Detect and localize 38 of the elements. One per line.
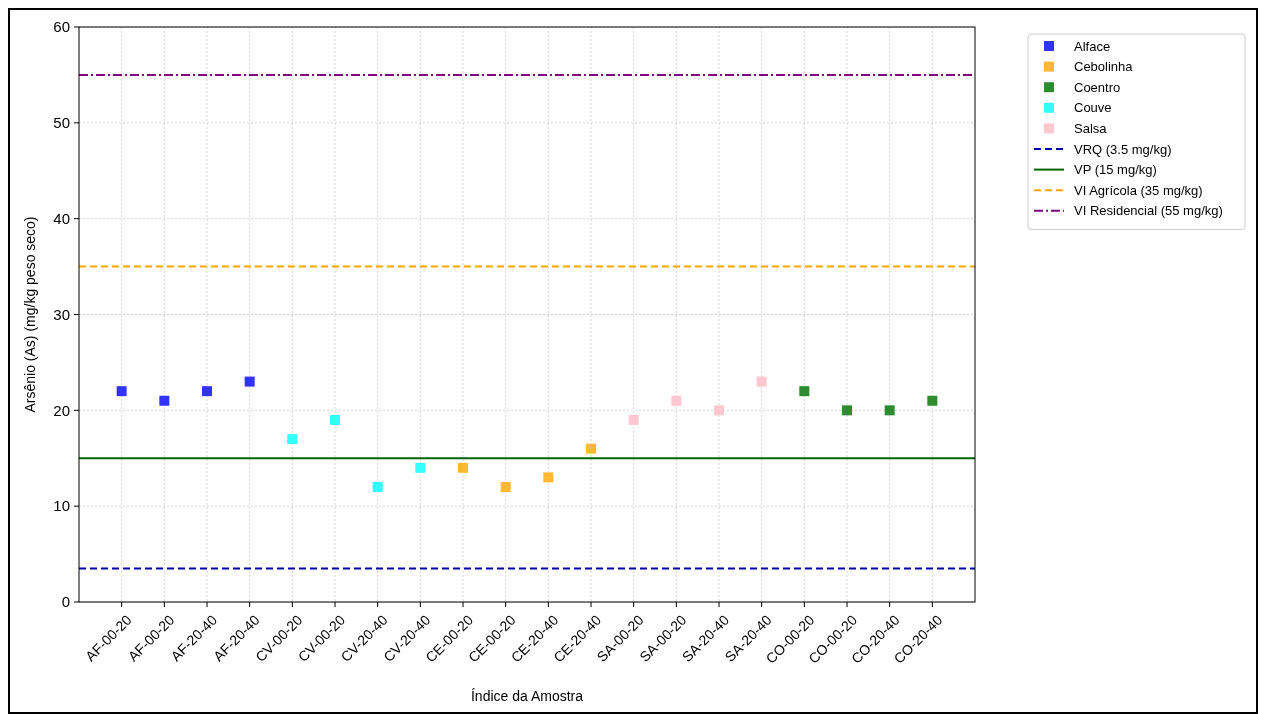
point [159, 395, 170, 406]
point [884, 405, 895, 416]
legend-label: VRQ (3.5 mg/kg) [1074, 141, 1172, 157]
legend-label: Cebolinha [1074, 59, 1134, 75]
point [714, 405, 724, 416]
y-tick-label: 50 [53, 114, 70, 132]
y-tick-label: 30 [53, 305, 70, 323]
point [415, 462, 426, 473]
legend-label: Couve [1074, 100, 1112, 116]
point [287, 434, 298, 445]
point [244, 376, 255, 387]
legend-label: Salsa [1074, 120, 1108, 136]
point [628, 414, 639, 425]
legend-label: Coentro [1074, 79, 1121, 95]
point [543, 472, 554, 483]
legend-label: VI Residencial (55 mg/kg) [1074, 203, 1223, 219]
point [586, 443, 596, 454]
point [202, 386, 212, 397]
point [799, 386, 810, 397]
point [927, 395, 938, 406]
legend-label: VI Agrícola (35 mg/kg) [1074, 182, 1203, 198]
point [116, 386, 127, 397]
legend-label: Alface [1074, 38, 1111, 54]
x-axis-title: Índice da Amostra [470, 688, 584, 704]
point [372, 482, 383, 492]
y-tick-label: 40 [53, 209, 70, 227]
y-tick-label: 10 [53, 497, 70, 515]
point [500, 482, 511, 492]
y-tick-label: 0 [61, 593, 70, 611]
point [756, 376, 767, 387]
point [458, 462, 468, 473]
legend-label: VP (15 mg/kg) [1074, 162, 1157, 178]
point [330, 414, 340, 425]
y-tick-label: 20 [53, 401, 70, 419]
y-axis-title: Arsênio (As) (mg/kg peso seco) [22, 216, 38, 413]
point [671, 395, 682, 406]
y-tick-label: 60 [53, 18, 70, 36]
point [842, 405, 852, 416]
